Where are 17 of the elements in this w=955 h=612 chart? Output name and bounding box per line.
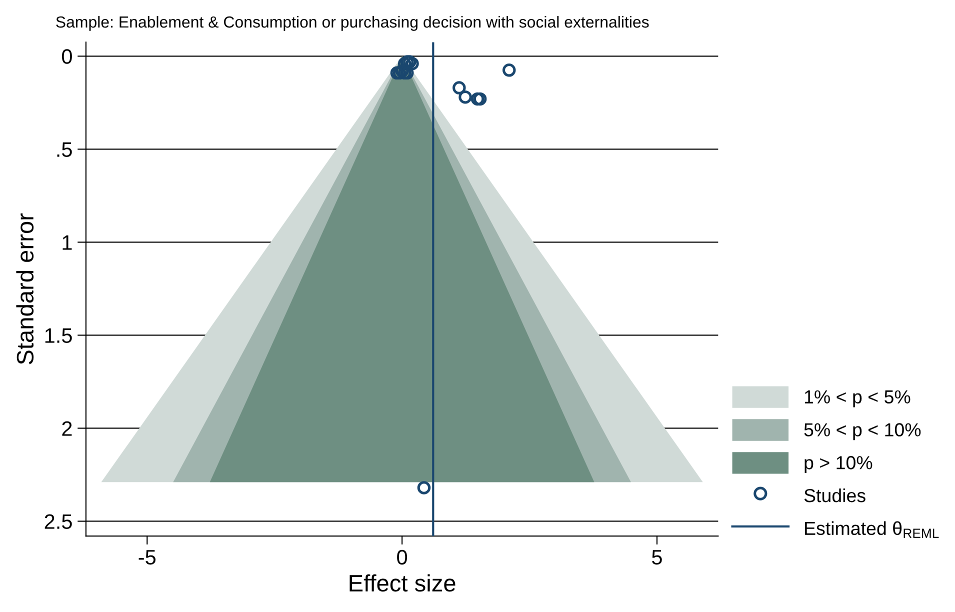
legend-label: 5% < p < 10%	[804, 423, 921, 440]
legend-label: Studies	[804, 488, 866, 502]
y-tick-label: 1	[62, 235, 72, 250]
y-tick-label: 1.5	[45, 328, 72, 343]
chart-title: Sample: Enablement & Consumption or purchasing decision with social externalities	[56, 16, 649, 31]
x-axis-title: Effect size	[350, 574, 456, 592]
y-tick-label: 2	[62, 421, 72, 436]
y-tick-label: 0	[62, 49, 72, 64]
y-axis-title: Standard error	[16, 213, 34, 364]
y-tick-label: .5	[57, 142, 72, 157]
legend-label: Estimated θ$_{REML}$	[805, 521, 939, 538]
y-tick-label: 2.5	[44, 514, 72, 529]
legend-label: 1% < p < 5%	[804, 390, 910, 408]
legend-label: p > 10%	[804, 456, 872, 474]
x-tick-label: 0	[397, 550, 408, 565]
x-tick-label: 5	[652, 550, 662, 565]
x-tick-label: -5	[138, 550, 156, 565]
